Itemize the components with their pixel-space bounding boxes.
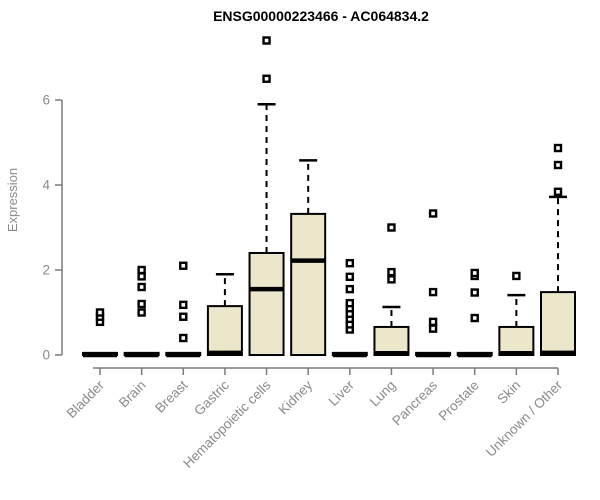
x-tick-label: Kidney	[276, 377, 316, 417]
y-axis: 0 2 4 6	[42, 93, 63, 363]
iqr-box	[498, 325, 535, 357]
x-tick-label: Unknown / Other	[483, 377, 566, 460]
iqr-box	[373, 325, 410, 357]
outlier-point	[179, 312, 188, 321]
boxplot-hematopoietic-cells	[248, 36, 285, 356]
iqr-box	[206, 305, 243, 356]
y-tick-label: 6	[42, 93, 50, 108]
outlier-point	[512, 271, 521, 281]
outlier-point	[470, 288, 479, 297]
outlier-point	[95, 308, 105, 317]
x-tick-label: Lung	[367, 378, 399, 410]
iqr-box	[248, 252, 285, 356]
outlier-point	[179, 300, 188, 310]
y-tick-label: 2	[42, 263, 50, 278]
x-tick-label: Breast	[152, 377, 190, 415]
boxplot-liver	[331, 259, 368, 358]
boxplot-pancreas	[415, 209, 452, 358]
outlier-point	[262, 36, 271, 45]
outlier-point	[387, 223, 396, 232]
outlier-point	[137, 265, 146, 275]
boxplot-unknown-other	[540, 143, 576, 357]
outlier-point	[428, 317, 438, 327]
outlier-point	[428, 324, 438, 333]
outlier-point	[262, 74, 271, 83]
y-tick-label: 4	[42, 178, 50, 193]
outlier-point	[179, 261, 188, 270]
outlier-point	[137, 299, 146, 309]
outlier-point	[179, 333, 188, 343]
x-tick-label: Pancreas	[389, 377, 440, 428]
outlier-point	[470, 268, 479, 278]
x-tick-label: Liver	[326, 377, 358, 409]
x-tick-label: Skin	[494, 378, 523, 407]
outlier-point	[387, 275, 396, 284]
outlier-point	[553, 187, 563, 197]
outlier-point	[428, 287, 438, 297]
outlier-point	[345, 272, 355, 281]
boxplot-gastric	[206, 273, 243, 356]
boxplot-lung	[373, 223, 410, 357]
y-tick-label: 0	[42, 348, 50, 363]
iqr-box	[540, 291, 576, 357]
outlier-point	[345, 284, 355, 294]
outlier-point	[345, 259, 355, 268]
x-tick-label: Bladder	[64, 377, 108, 421]
x-tick-label: Brain	[116, 378, 149, 411]
outlier-point	[137, 308, 146, 317]
boxplot-skin	[498, 271, 535, 357]
boxplot-breast	[165, 261, 202, 358]
boxplot-brain	[123, 265, 160, 358]
outlier-point	[470, 313, 479, 323]
outlier-point	[428, 209, 438, 218]
iqr-box	[290, 212, 327, 356]
outlier-point	[345, 298, 355, 308]
chart-title: ENSG00000223466 - AC064834.2	[213, 8, 429, 24]
x-tick-label: Gastric	[191, 377, 232, 418]
outlier-point	[553, 143, 563, 153]
x-tick-label: Prostate	[436, 378, 482, 424]
boxplot-bladder	[82, 308, 118, 358]
outlier-point	[137, 282, 146, 292]
outlier-point	[137, 272, 146, 281]
boxplot-kidney	[290, 159, 327, 356]
outlier-point	[387, 267, 396, 277]
boxplot-prostate	[456, 268, 493, 358]
outlier-point	[553, 160, 563, 170]
